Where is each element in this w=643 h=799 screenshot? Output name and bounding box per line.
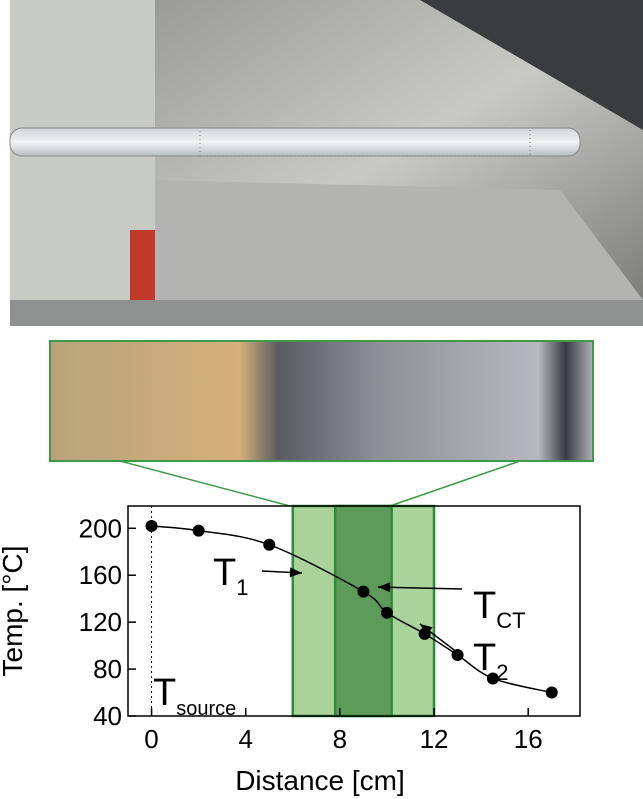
annotation-subscript: CT [496,608,525,633]
y-axis-label: Temp. [°C] [0,545,28,676]
y-tick-label: 200 [79,513,122,543]
y-tick-label: 120 [79,607,122,637]
annotation-subscript: source [176,698,236,720]
x-tick-label: 12 [420,724,449,754]
data-point [546,687,558,699]
data-point [381,607,393,619]
apparatus-photo [10,0,643,326]
y-tick-label: 80 [93,654,122,684]
x-tick-label: 8 [333,724,347,754]
annotation-symbol: T [473,637,496,679]
annotation-subscript: 2 [496,660,508,685]
y-tick-label: 40 [93,701,122,731]
connector [390,461,520,506]
annotation-symbol: T [473,585,496,627]
annotation-symbol: T [213,552,236,594]
data-point [357,586,369,598]
sample-tube-photo [50,341,593,461]
x-tick-label: 16 [514,724,543,754]
x-tick-label: 0 [144,724,158,754]
connector [120,461,290,506]
y-tick-label: 160 [79,560,122,590]
annotation-symbol: T [153,672,176,714]
x-tick-label: 4 [238,724,252,754]
data-point [263,539,275,551]
x-axis-label: Distance [cm] [235,765,405,796]
data-point [146,520,158,532]
data-point [193,525,205,537]
figure: Distance [cm] Temp. [°C] 048121640801201… [0,0,643,799]
annotation-subscript: 1 [236,575,248,600]
